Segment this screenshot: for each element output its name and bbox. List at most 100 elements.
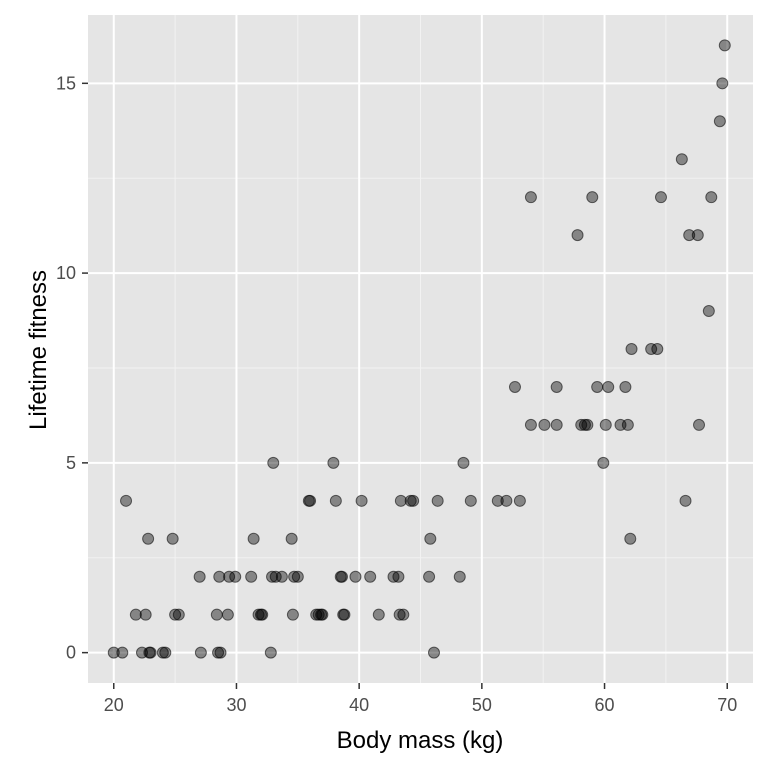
- data-point: [355, 494, 368, 507]
- data-point: [387, 570, 400, 583]
- data-point: [210, 608, 223, 621]
- data-point: [625, 343, 638, 355]
- data-point: [223, 570, 236, 583]
- y-tick-label: 0: [66, 643, 76, 663]
- data-point: [129, 608, 142, 621]
- data-point: [393, 608, 406, 621]
- data-point: [349, 570, 362, 583]
- data-point: [139, 608, 152, 621]
- data-point: [550, 418, 563, 431]
- data-point: [586, 191, 599, 204]
- data-point: [144, 646, 157, 659]
- data-point: [267, 456, 280, 469]
- data-point: [431, 494, 444, 507]
- data-point: [679, 494, 692, 507]
- data-point: [491, 494, 504, 507]
- data-point: [693, 418, 706, 431]
- data-point: [286, 608, 299, 621]
- data-point: [172, 608, 185, 621]
- y-tick-label: 10: [56, 263, 76, 283]
- data-point: [654, 191, 667, 204]
- data-point: [621, 418, 634, 431]
- data-point: [329, 494, 342, 507]
- data-point: [364, 570, 377, 583]
- data-point: [457, 456, 470, 469]
- data-point: [705, 191, 718, 204]
- data-point: [423, 570, 436, 583]
- data-point: [702, 305, 715, 318]
- data-point: [316, 608, 329, 621]
- data-point: [142, 532, 155, 545]
- data-point: [229, 570, 242, 583]
- data-point: [275, 570, 288, 583]
- y-tick-label: 5: [66, 453, 76, 473]
- data-point: [651, 343, 664, 355]
- data-point: [597, 456, 610, 469]
- data-point: [453, 570, 466, 583]
- x-tick-label: 20: [104, 695, 124, 715]
- data-point: [214, 646, 227, 659]
- data-point: [675, 153, 688, 166]
- data-point: [247, 532, 260, 545]
- data-point: [691, 229, 704, 242]
- data-point: [394, 494, 407, 507]
- data-point: [120, 494, 133, 507]
- data-point: [508, 380, 521, 393]
- data-point: [624, 532, 637, 545]
- data-point: [372, 608, 385, 621]
- data-point: [266, 570, 279, 583]
- data-point: [407, 494, 420, 507]
- data-point: [335, 570, 348, 583]
- data-point: [538, 418, 551, 431]
- data-point: [718, 39, 731, 52]
- y-axis-title: Lifetime fitness: [25, 270, 52, 430]
- data-point: [193, 570, 206, 583]
- x-axis-tick-labels: 20 30 40 50 60 70: [104, 695, 737, 715]
- x-tick-label: 60: [595, 695, 615, 715]
- data-point: [524, 191, 537, 204]
- data-point: [575, 418, 588, 431]
- data-point: [166, 532, 179, 545]
- data-point: [269, 570, 282, 583]
- data-point: [500, 494, 513, 507]
- data-point: [619, 380, 632, 393]
- data-point: [288, 570, 301, 583]
- y-tick-label: 15: [56, 73, 76, 93]
- data-point: [550, 380, 563, 393]
- data-point: [397, 608, 410, 621]
- data-point: [256, 608, 269, 621]
- data-point: [245, 570, 258, 583]
- data-point: [264, 646, 277, 659]
- data-point: [338, 608, 351, 621]
- x-tick-label: 50: [472, 695, 492, 715]
- data-point: [513, 494, 526, 507]
- x-tick-label: 70: [717, 695, 737, 715]
- data-point: [581, 418, 594, 431]
- data-point: [716, 77, 729, 90]
- data-point: [169, 608, 182, 621]
- data-point: [427, 646, 440, 659]
- data-point: [194, 646, 207, 659]
- data-point: [424, 532, 437, 545]
- data-point: [107, 646, 120, 659]
- data-point: [524, 418, 537, 431]
- data-point: [645, 343, 658, 355]
- x-tick-label: 40: [349, 695, 369, 715]
- y-axis-tick-labels: 0 5 10 15: [56, 73, 76, 662]
- data-point: [116, 646, 129, 659]
- axis-ticks: [82, 82, 728, 689]
- data-point: [713, 115, 726, 128]
- x-axis-title: Body mass (kg): [337, 727, 504, 754]
- data-point: [285, 532, 298, 545]
- minor-gridlines: [88, 15, 753, 683]
- data-point: [327, 456, 340, 469]
- data-point: [159, 646, 172, 659]
- data-point: [602, 380, 615, 393]
- data-point: [683, 229, 696, 242]
- data-point: [591, 380, 604, 393]
- data-point: [213, 570, 226, 583]
- data-point: [571, 229, 584, 242]
- data-point: [291, 570, 304, 583]
